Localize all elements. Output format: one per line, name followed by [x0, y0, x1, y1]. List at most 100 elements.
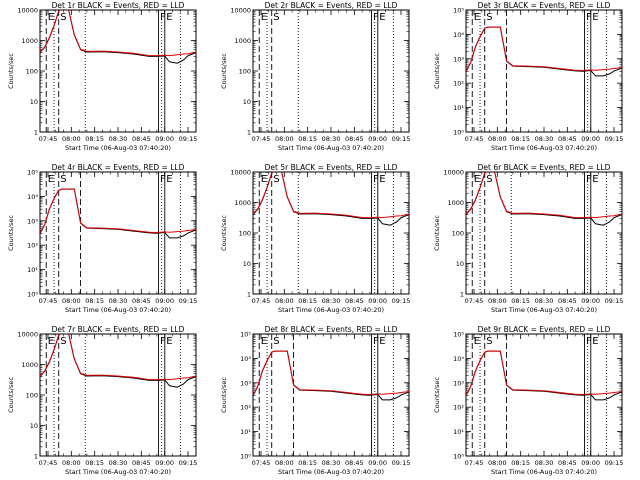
y-tick-label: 10⁴	[453, 355, 464, 363]
x-tick-label: 08:15	[298, 297, 317, 305]
marker-label-e: E	[166, 174, 172, 185]
y-tick-label: 10⁴	[27, 193, 38, 201]
x-tick-label: 08:45	[132, 459, 151, 467]
x-tick-label: 07:45	[465, 297, 484, 305]
series-line-lld	[253, 172, 409, 219]
marker-label-e: E	[261, 336, 267, 347]
chart-title: Det 6r BLACK = Events, RED = LLD	[478, 163, 611, 172]
y-tick-label: 1	[34, 453, 38, 461]
y-tick-label: 1	[460, 291, 464, 299]
plot-frame	[252, 9, 410, 133]
x-tick-label: 09:15	[179, 459, 198, 467]
y-axis-label: Counts/sec	[220, 53, 228, 89]
series-group	[466, 172, 622, 226]
x-tick-label: 08:15	[298, 135, 317, 143]
marker-label-s: S	[60, 174, 66, 185]
marker-label-e: E	[474, 174, 480, 185]
y-tick-label: 100	[26, 392, 38, 400]
marker-label-e: E	[48, 336, 54, 347]
x-tick-label: 08:30	[322, 459, 341, 467]
x-tick-label: 09:00	[155, 135, 174, 143]
y-tick-label: 1000	[234, 199, 251, 207]
y-tick-label: 1000	[234, 37, 251, 45]
x-tick-label: 08:30	[322, 297, 341, 305]
y-axis-label: Counts/sec	[433, 53, 441, 89]
x-tick-label: 08:15	[511, 297, 530, 305]
x-tick-label: 07:45	[252, 297, 271, 305]
x-axis-label: Start Time (06-Aug-03 07:40:20)	[278, 144, 384, 152]
marker-label-s: S	[486, 336, 492, 347]
series-group	[466, 350, 622, 401]
marker-label-f: F	[373, 174, 379, 185]
marker-label-e: E	[379, 12, 385, 23]
series-group	[40, 188, 196, 239]
y-tick-label: 1000	[21, 361, 38, 369]
marker-label-e: E	[261, 174, 267, 185]
chart-panel-1: Det 1r BLACK = Events, RED = LLD 1 10 100 10…	[7, 1, 197, 152]
marker-label-e: E	[474, 12, 480, 23]
x-tick-label: 07:45	[465, 135, 484, 143]
y-tick-label: 10⁵	[240, 331, 251, 339]
series-line-lld	[40, 10, 196, 57]
marker-label-f: F	[586, 174, 592, 185]
x-tick-label: 09:15	[392, 297, 411, 305]
y-tick-label: 10³	[27, 217, 38, 225]
x-tick-label: 09:00	[368, 297, 387, 305]
x-tick-label: 09:00	[581, 459, 600, 467]
y-tick-label: 10⁰	[240, 453, 251, 461]
x-tick-label: 09:00	[155, 459, 174, 467]
x-tick-label: 09:15	[179, 297, 198, 305]
x-tick-label: 08:15	[85, 297, 104, 305]
y-tick-label: 10	[30, 422, 38, 430]
y-tick-label: 10¹	[240, 428, 251, 436]
x-axis-label: Start Time (06-Aug-03 07:40:20)	[65, 144, 171, 152]
series-line-events	[466, 350, 622, 401]
x-tick-label: 08:15	[511, 459, 530, 467]
marker-label-s: S	[60, 12, 66, 23]
y-tick-label: 10¹	[27, 266, 38, 274]
chart-panel-4: Det 4r BLACK = Events, RED = LLD 10⁰ 10¹ 10…	[7, 163, 197, 314]
y-tick-label: 10²	[240, 404, 251, 412]
marker-label-e: E	[474, 336, 480, 347]
series-line-events	[466, 26, 622, 77]
y-tick-label: 10000	[230, 7, 251, 15]
plot-frame	[39, 171, 197, 295]
marker-label-f: F	[373, 12, 379, 23]
x-tick-label: 08:00	[62, 459, 81, 467]
series-line-lld	[40, 334, 196, 381]
chart-panel-7: Det 7r BLACK = Events, RED = LLD 1 10 100 10…	[7, 325, 197, 476]
y-tick-label: 10¹	[453, 428, 464, 436]
x-tick-label: 08:45	[132, 297, 151, 305]
y-tick-label: 10²	[453, 404, 464, 412]
series-line-lld	[466, 172, 622, 219]
y-tick-label: 10¹	[453, 104, 464, 112]
x-tick-label: 09:15	[605, 459, 624, 467]
x-tick-label: 08:30	[535, 459, 554, 467]
marker-label-e: E	[379, 174, 385, 185]
marker-label-f: F	[160, 12, 166, 23]
chart-panel-6: Det 6r BLACK = Events, RED = LLD 1 10 100 10…	[433, 163, 623, 314]
x-tick-label: 09:00	[155, 297, 174, 305]
plot-frame	[252, 333, 410, 457]
x-tick-label: 08:45	[558, 135, 577, 143]
series-group	[40, 334, 196, 388]
chart-panel-3: Det 3r BLACK = Events, RED = LLD 10⁰ 10¹ 10…	[433, 1, 623, 152]
y-axis-label: Counts/sec	[7, 53, 15, 89]
marker-label-s: S	[486, 12, 492, 23]
y-tick-label: 10	[243, 260, 251, 268]
x-tick-label: 08:00	[488, 459, 507, 467]
x-tick-label: 08:30	[109, 297, 128, 305]
y-tick-label: 10⁰	[453, 129, 464, 137]
x-tick-label: 08:00	[275, 459, 294, 467]
series-line-events	[40, 188, 196, 239]
plot-frame	[465, 9, 623, 133]
x-tick-label: 08:45	[558, 297, 577, 305]
x-tick-label: 08:00	[488, 135, 507, 143]
marker-label-s: S	[273, 12, 279, 23]
y-tick-label: 10⁵	[453, 331, 464, 339]
chart-title: Det 7r BLACK = Events, RED = LLD	[52, 325, 185, 334]
marker-label-e: E	[379, 336, 385, 347]
x-axis-label: Start Time (06-Aug-03 07:40:20)	[491, 468, 597, 476]
